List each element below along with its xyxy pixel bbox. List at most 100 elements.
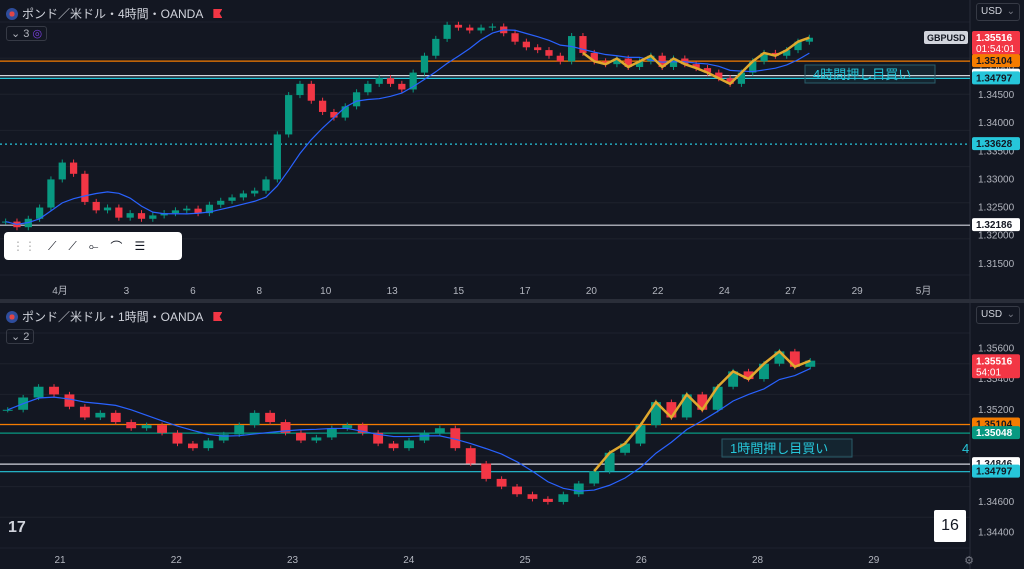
currency-label-1h: USD — [981, 309, 1003, 320]
candle-body — [760, 52, 768, 62]
flag-marker-icon[interactable] — [213, 312, 223, 321]
y-tick-label: 1.31500 — [978, 259, 1015, 270]
candle-body — [794, 41, 802, 51]
candle-body — [789, 351, 800, 367]
x-tick-label: 24 — [719, 286, 731, 297]
chart-pane-1h[interactable]: 1.356001.354001.352001.348001.346001.344… — [0, 303, 1024, 569]
candle-body — [352, 92, 361, 107]
x-tick-label: 24 — [403, 555, 415, 566]
x-tick-label: 27 — [785, 286, 797, 297]
candle-body — [432, 38, 440, 56]
chart-title-1h: ポンド／米ドル・1時間・OANDA — [22, 310, 204, 324]
candle-body — [635, 61, 644, 67]
candle-body — [443, 24, 451, 39]
candle-body — [265, 412, 276, 423]
candle-body — [496, 478, 507, 487]
candle-body — [296, 432, 306, 441]
candle-body — [239, 193, 247, 198]
x-tick-label: 5月 — [916, 285, 932, 297]
candle-body — [805, 37, 813, 42]
candle-body — [157, 425, 167, 433]
candle-body — [33, 386, 44, 398]
chart-svg-1h[interactable]: 1.356001.354001.352001.348001.346001.344… — [0, 303, 1024, 569]
price-tag-label: 1.34797 — [976, 73, 1013, 84]
y-tick-label: 1.32500 — [978, 203, 1015, 214]
x-tick-label: 21 — [54, 555, 66, 566]
candle-body — [666, 402, 677, 418]
price-tag-label: 1.34846 — [976, 459, 1013, 470]
candle-body — [409, 72, 417, 90]
candle-body — [171, 210, 180, 214]
x-tick-label: 13 — [387, 286, 399, 297]
candle-body — [759, 363, 769, 380]
x-tick-label: 25 — [519, 555, 531, 566]
candle-body — [92, 201, 100, 211]
chart-title-4h: ポンド／米ドル・4時間・OANDA — [22, 7, 204, 21]
price-tag-label: 1.35104 — [976, 420, 1013, 431]
indicator-toggle-1h[interactable]: ⌄ 2 — [6, 329, 35, 344]
candle-body — [47, 179, 55, 208]
candle-body — [805, 360, 816, 367]
symbol-tag — [924, 30, 968, 44]
chart-pane-4h[interactable]: 1.35000 1.34500 1.34000 1.33500 1.33000 1.325… — [0, 0, 1024, 300]
candle-body — [364, 83, 372, 93]
candle-body — [386, 78, 395, 84]
candle-body — [454, 24, 463, 28]
currency-select-4h[interactable]: USD ⌄ — [976, 3, 1020, 21]
candle-body — [103, 207, 112, 211]
candle-body — [527, 494, 538, 499]
price-tag-countdown: 01:54:01 — [976, 44, 1015, 55]
y-tick-label: 1.33000 — [978, 174, 1015, 185]
candle-body — [79, 406, 90, 418]
price-tag-countdown: 54:01 — [976, 367, 1001, 378]
price-tag — [972, 426, 1020, 440]
candle-body — [620, 443, 631, 453]
price-tag — [972, 137, 1020, 151]
candle-body — [545, 50, 553, 56]
chevron-down-icon: ⌄ — [1006, 309, 1015, 320]
candle-body — [465, 448, 476, 464]
candle-body — [450, 428, 461, 449]
candle-body — [262, 179, 270, 191]
candle-body — [419, 432, 430, 441]
indicator-toggle-4h[interactable]: ⌄ 3 ◎ — [6, 26, 48, 41]
trend-line-icon[interactable]: ⟋ — [48, 238, 57, 253]
chart-svg-4h[interactable]: 1.35000 1.34500 1.34000 1.33500 1.33000 1.325… — [0, 0, 1024, 300]
curve-tool-icon[interactable]: ⌒ — [110, 239, 123, 254]
candle-body — [203, 440, 214, 449]
settings-gear-icon[interactable]: ⚙ — [964, 555, 974, 567]
price-tag-label: 1.35104 — [976, 56, 1013, 67]
currency-label-4h: USD — [981, 6, 1003, 17]
candle-body — [573, 483, 584, 495]
tradingview-logo-icon: 17 — [8, 519, 26, 536]
price-tag-label: 1.35048 — [976, 428, 1013, 439]
x-tick-label: 4月 — [52, 285, 68, 297]
annotation-label: 4時間押し目買い — [813, 67, 911, 82]
candle-body — [249, 412, 260, 426]
candle-body — [81, 173, 89, 202]
candle-body — [330, 111, 338, 118]
parallel-lines-icon[interactable]: ☰ — [134, 239, 146, 253]
candle-body — [404, 440, 414, 449]
flag-marker-icon[interactable] — [213, 9, 223, 18]
drag-handle-icon[interactable]: ⋮⋮ — [12, 239, 36, 253]
price-tag — [972, 354, 1020, 379]
candle-body — [137, 213, 146, 219]
ray-icon[interactable]: ⟋ — [68, 238, 77, 253]
drawing-toolbar[interactable]: ⋮⋮ ⟋ ⟋ ⟜ ⌒ ☰ — [4, 232, 182, 260]
price-tag-label: 1.33628 — [976, 139, 1013, 150]
price-tag — [972, 30, 1020, 55]
overlay-badge: 16 — [934, 510, 966, 542]
pane-divider[interactable] — [0, 299, 1024, 303]
candle-body — [715, 72, 723, 79]
y-tick-label: 1.35200 — [978, 405, 1015, 416]
candle-body — [692, 64, 700, 69]
horizontal-ray-icon[interactable]: ⟜ — [88, 238, 99, 253]
candle-body — [579, 36, 587, 53]
x-tick-label: 10 — [320, 286, 332, 297]
currency-select-1h[interactable]: USD ⌄ — [976, 306, 1020, 324]
x-tick-label: 17 — [519, 286, 531, 297]
annotation-box — [804, 64, 936, 84]
candle-body — [234, 425, 245, 435]
candle-body — [141, 425, 152, 429]
